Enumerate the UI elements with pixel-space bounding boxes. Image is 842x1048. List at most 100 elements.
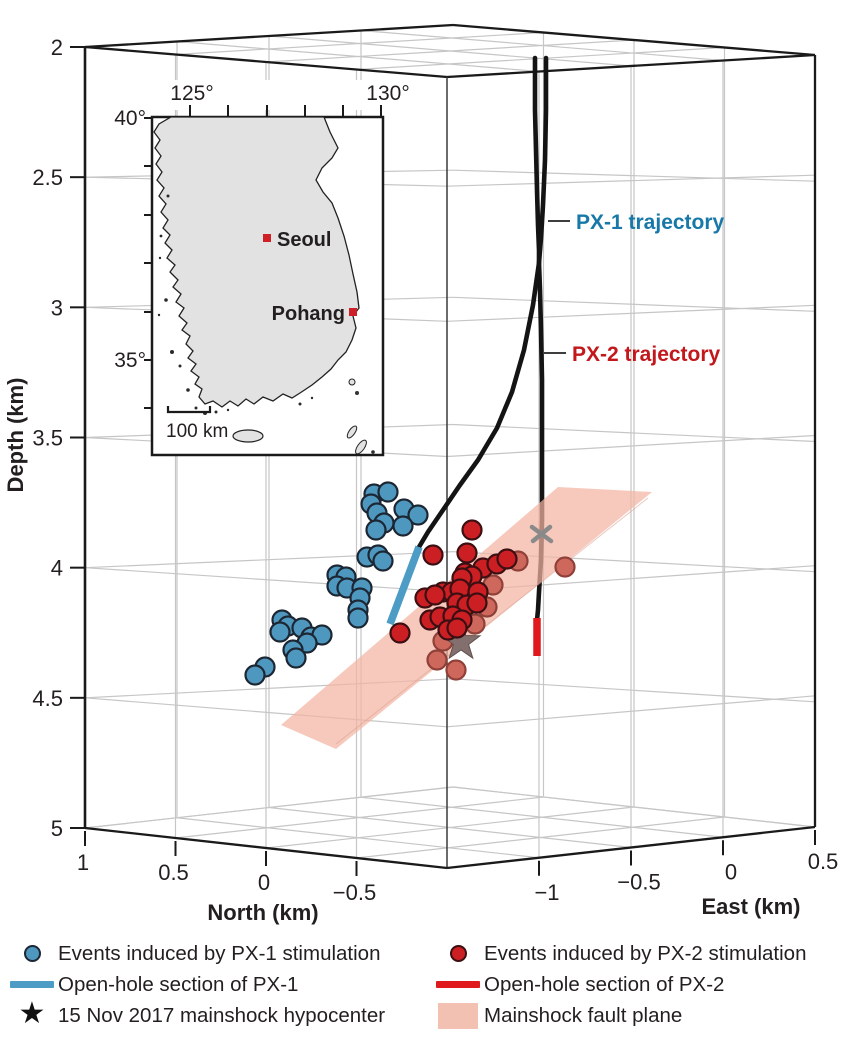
depth-tick-label: 3 [51, 295, 63, 320]
fault-plane-swatch-icon [438, 1002, 478, 1029]
coastal-islet [186, 388, 190, 392]
px2-event-point [456, 542, 478, 564]
px2-event-point [422, 544, 444, 566]
legend-label: Mainshock fault plane [484, 1003, 683, 1027]
legend-label: Open-hole section of PX-2 [484, 972, 725, 996]
lon-label-130: 130° [366, 82, 409, 105]
bottom-back-edge [84, 786, 454, 829]
coastal-islet [159, 234, 163, 238]
small-island [355, 391, 359, 395]
px2-openhole-line-icon [436, 981, 480, 988]
seoul-marker [263, 234, 271, 242]
legend-right-column: Events induced by PX-2 stimulation Open-… [432, 938, 842, 1031]
px2-event-dot-icon [449, 945, 467, 962]
px2-event-point [496, 548, 518, 570]
well-path-px1 [416, 55, 549, 550]
x-marker [530, 524, 553, 544]
depth-tick-label: 2 [51, 35, 63, 60]
lon-label-125: 125° [170, 82, 213, 105]
event-points [244, 481, 518, 686]
muted-event-point [426, 649, 448, 671]
east-tick-label: 0 [725, 859, 737, 884]
depth-axis-title: Depth (km) [3, 378, 28, 493]
muted-event-point [445, 659, 467, 681]
px2-event-point [389, 622, 411, 644]
depth-tick-label: 2.5 [32, 165, 63, 190]
legend-left-column: Events induced by PX-1 stimulation Open-… [6, 938, 426, 1031]
coastal-islet [157, 313, 161, 317]
korea-landmass [153, 116, 375, 455]
coastal-islet [226, 408, 230, 412]
tsushima-island [355, 439, 367, 455]
axis-tick-labels: 2 2.5 3 3.5 4 4.5 51 0.5 0 −0.5 −1 −0.5 0 0.5 [32, 35, 838, 905]
coastal-islet [298, 402, 302, 406]
muted-event-point [554, 556, 576, 578]
scale-bar [166, 406, 212, 414]
casing-shoe-x-marker [529, 524, 554, 544]
east-tick-label: −1 [534, 880, 559, 905]
px2-event-point [461, 519, 483, 541]
px1-event-point [365, 519, 387, 541]
px1-event-dot-icon [23, 945, 41, 962]
gridline-topface-east [176, 40, 540, 73]
lat-label-35: 35° [114, 349, 146, 372]
legend-row-fault-plane: Mainshock fault plane [432, 1000, 842, 1031]
fault-plane-crease [335, 497, 649, 745]
axis-ticks [70, 46, 816, 876]
korea-mainland [153, 116, 360, 408]
pohang-marker [349, 308, 357, 316]
depth-tick-label: 3.5 [32, 426, 63, 451]
3d-plot-canvas: 2 2.5 3 3.5 4 4.5 51 0.5 0 −0.5 −1 −0.5 0 0.5 Depth (… [3, 23, 838, 925]
bottom-east-axis [446, 825, 816, 870]
px1-event-point [372, 550, 394, 572]
north-axis-title: North (km) [207, 900, 318, 925]
north-tick-label: 0.5 [158, 860, 189, 885]
north-tick-label: −0.5 [333, 880, 376, 905]
px1-trajectory-label: PX-1 trajectory [576, 211, 725, 234]
px1-openhole-line-icon [10, 981, 54, 988]
coastal-islet [166, 194, 170, 198]
open-hole-section-px1 [386, 545, 423, 626]
legend-label: Events induced by PX-1 stimulation [58, 941, 381, 965]
px1-event-point [285, 647, 307, 669]
east-tick-label: −0.5 [617, 870, 660, 895]
bottom-back-edge [452, 786, 816, 828]
coastal-islet [170, 350, 174, 354]
coastal-islet [164, 298, 168, 302]
depth-tick-label: 4.5 [32, 686, 63, 711]
px1-event-point [377, 481, 399, 503]
legend-row-px1-events: Events induced by PX-1 stimulation [6, 938, 426, 969]
north-tick-label: 1 [77, 850, 89, 875]
legend-label: Events induced by PX-2 stimulation [484, 941, 807, 965]
depth-tick-label: 5 [51, 816, 63, 841]
gridline-topface-east [268, 35, 632, 67]
legend-row-px2-events: Events induced by PX-2 stimulation [432, 938, 842, 969]
top-back-edge [84, 23, 454, 49]
px1-event-point [269, 621, 291, 643]
east-tick-label: 0.5 [808, 849, 839, 874]
gridline-bottomface-east [268, 806, 632, 849]
legend-label: 15 Nov 2017 mainshock hypocenter [58, 1003, 386, 1027]
inset-map-ticks [144, 105, 382, 409]
korea-inset-map: 125° 130° 40° 35° Seoul Pohang 100 km [112, 80, 410, 457]
lat-label-40: 40° [114, 107, 146, 130]
north-tick-label: 0 [258, 870, 270, 895]
coastal-islet [371, 450, 375, 454]
box-gridlines [84, 24, 816, 859]
gridline-bottomface-east [176, 817, 540, 859]
px2-event-point [466, 592, 488, 614]
inset-label-backing-top [122, 80, 404, 110]
gridline-topface-east [360, 29, 724, 62]
coastal-islet [158, 256, 162, 260]
east-axis-title: East (km) [701, 894, 800, 919]
px2-trajectory-label: PX-2 trajectory [572, 343, 721, 366]
legend-label: Open-hole section of PX-1 [58, 972, 299, 996]
px2-event-point [424, 584, 446, 606]
scale-bar-label: 100 km [166, 421, 228, 442]
bottom-north-axis [84, 826, 448, 870]
legend-row-mainshock: ★ 15 Nov 2017 mainshock hypocenter [6, 999, 426, 1031]
top-front-edge [84, 45, 448, 79]
top-front-edge [446, 53, 816, 79]
seoul-label: Seoul [277, 229, 331, 251]
